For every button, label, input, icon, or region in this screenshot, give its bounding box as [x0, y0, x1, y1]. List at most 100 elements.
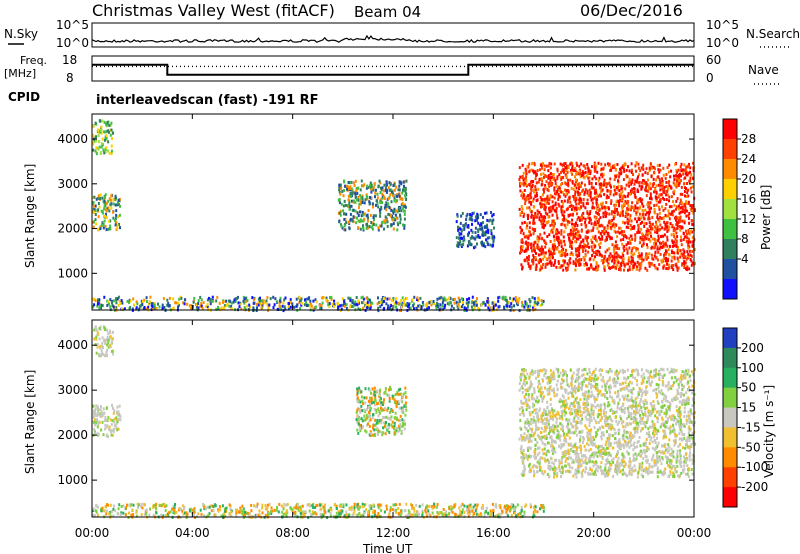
data-cell	[345, 212, 348, 216]
data-cell	[558, 189, 561, 193]
data-cell	[617, 184, 620, 188]
data-cell	[675, 239, 678, 243]
data-cell	[682, 253, 685, 257]
data-cell	[592, 267, 595, 271]
data-cell	[626, 251, 629, 255]
data-cell	[379, 305, 382, 309]
data-cell	[104, 196, 106, 199]
data-cell	[474, 226, 477, 230]
data-cell	[617, 230, 620, 234]
data-cell	[399, 197, 402, 201]
data-cell	[543, 168, 546, 172]
data-cell	[625, 225, 628, 229]
data-cell	[530, 215, 533, 219]
data-cell	[615, 168, 617, 172]
data-cell	[388, 213, 391, 217]
data-cell	[116, 297, 119, 301]
data-cell	[312, 307, 315, 311]
data-cell	[603, 265, 606, 269]
data-cell	[242, 295, 245, 299]
data-cell	[591, 254, 594, 258]
data-cell	[360, 179, 363, 183]
data-cell	[362, 402, 364, 405]
data-cell	[396, 390, 399, 394]
data-cell	[140, 505, 143, 509]
data-cell	[191, 508, 194, 512]
data-cell	[686, 250, 689, 254]
data-cell	[386, 220, 389, 224]
data-cell	[383, 391, 386, 395]
data-cell	[195, 303, 198, 307]
data-cell	[677, 216, 680, 220]
data-cell	[671, 239, 674, 243]
data-cell	[536, 215, 539, 219]
data-cell	[680, 185, 683, 189]
data-cell	[686, 232, 688, 236]
data-cell	[102, 352, 105, 356]
data-cell	[352, 215, 355, 219]
data-cell	[102, 223, 105, 226]
data-cell	[351, 305, 354, 308]
data-cell	[166, 303, 169, 307]
data-cell	[220, 306, 223, 310]
data-cell	[486, 242, 489, 246]
data-cell	[161, 303, 164, 307]
data-cell	[346, 187, 348, 191]
data-cell	[452, 306, 455, 310]
data-cell	[365, 430, 368, 434]
data-cell	[104, 505, 107, 509]
data-cell	[660, 235, 662, 239]
data-cell	[537, 180, 540, 184]
data-cell	[605, 206, 608, 210]
data-cell	[557, 202, 560, 206]
data-cell	[570, 233, 572, 237]
data-cell	[379, 211, 382, 215]
data-cell	[610, 266, 613, 269]
data-cell	[691, 219, 694, 223]
data-cell	[667, 263, 670, 267]
data-cell	[398, 424, 401, 428]
data-cell	[105, 509, 108, 513]
data-cell	[618, 265, 621, 269]
data-cell	[661, 182, 664, 185]
data-cell	[677, 168, 680, 172]
data-cell	[398, 428, 401, 432]
data-cell	[99, 197, 102, 200]
data-cell	[605, 235, 608, 239]
data-cell	[648, 263, 651, 266]
data-cell	[376, 433, 379, 436]
data-cell	[173, 506, 176, 510]
data-cell	[644, 256, 647, 260]
data-cell	[418, 512, 420, 516]
data-cell	[668, 217, 671, 221]
data-cell	[95, 152, 98, 156]
data-cell	[530, 505, 532, 509]
data-cell	[374, 418, 377, 422]
data-cell	[553, 246, 556, 250]
data-cell	[397, 188, 400, 192]
data-cell	[564, 162, 567, 166]
data-cell	[558, 195, 561, 198]
data-cell	[677, 184, 680, 187]
data-cell	[658, 207, 661, 211]
data-cell	[685, 195, 688, 199]
data-cell	[637, 225, 640, 229]
data-cell	[554, 222, 556, 226]
data-cell	[98, 327, 101, 330]
frequency-panel-frame	[91, 55, 695, 82]
data-cell	[389, 387, 392, 391]
data-cell	[477, 306, 480, 310]
data-cell	[389, 305, 392, 309]
data-cell	[683, 219, 686, 223]
data-cell	[368, 514, 371, 518]
data-cell	[399, 419, 402, 422]
data-cell	[246, 299, 249, 302]
data-cell	[461, 301, 464, 304]
data-cell	[416, 513, 419, 517]
data-cell	[536, 235, 539, 239]
data-cell	[534, 188, 537, 192]
data-cell	[582, 201, 585, 205]
data-cell	[111, 406, 114, 410]
data-cell	[116, 224, 119, 227]
data-cell	[687, 188, 690, 192]
